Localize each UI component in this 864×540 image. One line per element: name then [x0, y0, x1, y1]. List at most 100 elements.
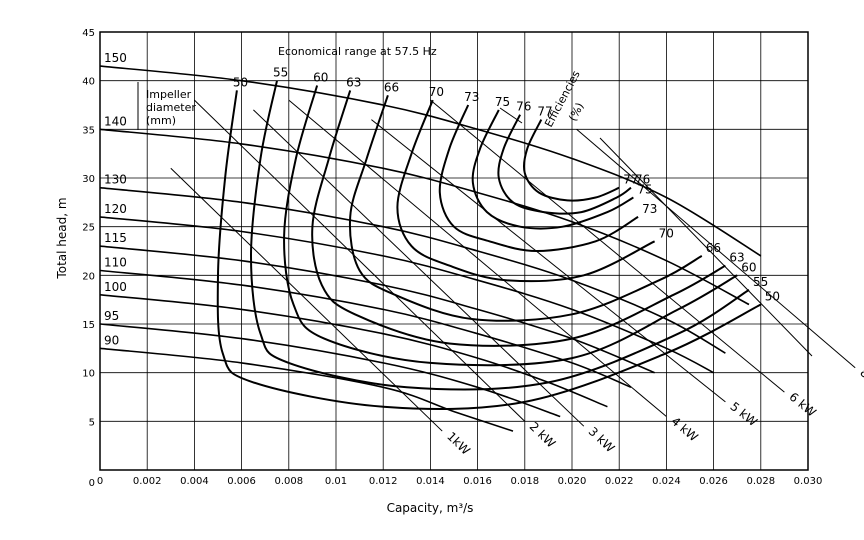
efficiency-label-end-50: 50 [765, 290, 780, 304]
impeller-label-100: 100 [104, 280, 127, 294]
impeller-label-95: 95 [104, 309, 119, 323]
x-tick-labels: 0 0.002 0.004 0.006 0.008 0.01 0.012 0.014 0.016… [97, 476, 823, 487]
impeller-label-120: 120 [104, 202, 127, 216]
impeller-curves [99, 65, 762, 432]
economical-range-annotation: Economical range at 57.5 Hz [278, 45, 437, 58]
impeller-label-110: 110 [104, 255, 127, 269]
power-label-1kw: 1kW [444, 429, 473, 458]
x-tick-label: 0.024 [652, 476, 681, 487]
efficiency-label-top-50: 50 [233, 75, 248, 89]
x-tick-label: 0.01 [325, 476, 347, 487]
efficiency-curve-70 [396, 99, 656, 283]
power-line-5-kw [371, 119, 726, 403]
impeller-annotation-line2: diameter [146, 101, 196, 114]
power-line-4-kw [288, 99, 667, 417]
y-tick-label: 15 [82, 320, 95, 331]
power-line-6-kw [430, 99, 785, 393]
x-tick-label: 0.018 [510, 476, 539, 487]
x-tick-label: 0.008 [274, 476, 303, 487]
impeller-curve-100 [99, 294, 608, 408]
x-tick-label: 0.022 [605, 476, 634, 487]
efficiency-label-top-76: 76 [516, 100, 531, 114]
plot-frame [99, 31, 809, 471]
efficiencies-leader-line-2 [599, 137, 813, 357]
impeller-curve-110 [99, 269, 632, 389]
efficiency-label-end-66: 66 [706, 241, 721, 255]
efficiency-curve-77 [522, 119, 620, 202]
efficiency-label-top-63: 63 [346, 75, 361, 89]
impeller-label-140: 140 [104, 114, 127, 128]
x-axis-label: Capacity, m³/s [387, 501, 474, 515]
x-tick-label: 0.030 [794, 476, 823, 487]
impeller-curve-140 [99, 128, 750, 306]
power-label-2-kw: 2 kW [527, 419, 559, 450]
x-tick-label: 0 [97, 476, 103, 487]
y-tick-labels: 5 10 15 20 25 30 35 40 45 0 [82, 28, 95, 489]
efficiency-label-end-63: 63 [729, 251, 744, 265]
x-tick-label: 0.014 [416, 476, 445, 487]
efficiency-label-end-55: 55 [753, 275, 768, 289]
y-tick-label: 35 [82, 125, 95, 136]
impeller-annotation-line3: (mm) [146, 114, 176, 127]
impeller-curve-90 [99, 347, 514, 432]
x-tick-label: 0.026 [699, 476, 728, 487]
x-tick-label: 0.028 [746, 476, 775, 487]
power-line-2-kw [194, 99, 526, 422]
efficiency-label-top-70: 70 [429, 85, 444, 99]
power-label-8-kw: 8 kW [857, 365, 864, 395]
impeller-label-90: 90 [104, 333, 119, 347]
origin-tick-label: 0 [89, 478, 95, 489]
efficiency-label-end-73: 73 [642, 202, 657, 216]
impeller-curve-115 [99, 245, 655, 374]
y-tick-label: 10 [82, 369, 95, 380]
x-tick-label: 0.006 [227, 476, 256, 487]
y-axis-label: Total head, m [55, 197, 69, 279]
impeller-label-150: 150 [104, 51, 127, 65]
x-tick-label: 0.002 [133, 476, 162, 487]
efficiency-curve-75 [471, 109, 634, 230]
efficiency-label-end-60: 60 [741, 260, 756, 274]
efficiency-label-end-76: 76 [635, 173, 650, 187]
impeller-curve-95 [99, 323, 561, 418]
efficiency-curves [216, 80, 762, 411]
efficiency-curve-66 [348, 94, 703, 322]
y-tick-label: 20 [82, 271, 95, 282]
efficiency-curve-60 [283, 85, 738, 367]
efficiency-label-top-55: 55 [273, 66, 288, 80]
x-tick-label: 0.016 [463, 476, 492, 487]
impeller-curve-130 [99, 186, 726, 354]
efficiency-curve-63 [311, 90, 726, 347]
y-tick-label: 30 [82, 174, 95, 185]
impeller-label-130: 130 [104, 173, 127, 187]
x-tick-label: 0.020 [558, 476, 587, 487]
efficiency-curve-73 [438, 104, 639, 253]
y-tick-label: 5 [89, 417, 95, 428]
power-line-3-kw [253, 109, 585, 427]
efficiency-label-end-75: 75 [637, 182, 652, 196]
y-tick-label: 45 [82, 28, 95, 39]
power-label-5-kw: 5 kW [728, 399, 760, 429]
y-tick-label: 40 [82, 77, 95, 88]
efficiency-curve-55 [249, 80, 750, 391]
efficiency-label-top-66: 66 [384, 80, 399, 94]
efficiency-label-top-75: 75 [495, 95, 510, 109]
efficiency-curve-50 [216, 90, 762, 411]
efficiencies-leader-line [499, 107, 523, 124]
power-label-4-kw: 4 kW [668, 414, 700, 444]
efficiency-label-top-60: 60 [313, 71, 328, 85]
efficiency-label-top-77: 77 [537, 105, 552, 119]
efficiency-label-top-73: 73 [464, 90, 479, 104]
x-tick-label: 0.012 [369, 476, 398, 487]
x-tick-label: 0.004 [180, 476, 209, 487]
efficiency-label-end-70: 70 [659, 226, 674, 240]
efficiencies-annotation-line2: (%) [566, 100, 586, 123]
power-label-3-kw: 3 kW [586, 424, 618, 455]
grid [100, 32, 808, 470]
efficiency-curve-76 [497, 114, 632, 215]
impeller-label-115: 115 [104, 231, 127, 245]
efficiency-label-end-77: 77 [623, 173, 638, 187]
impeller-curve-150 [99, 65, 762, 257]
impeller-annotation-line1: Impeller [146, 88, 192, 101]
power-label-6-kw: 6 kW [786, 390, 818, 420]
